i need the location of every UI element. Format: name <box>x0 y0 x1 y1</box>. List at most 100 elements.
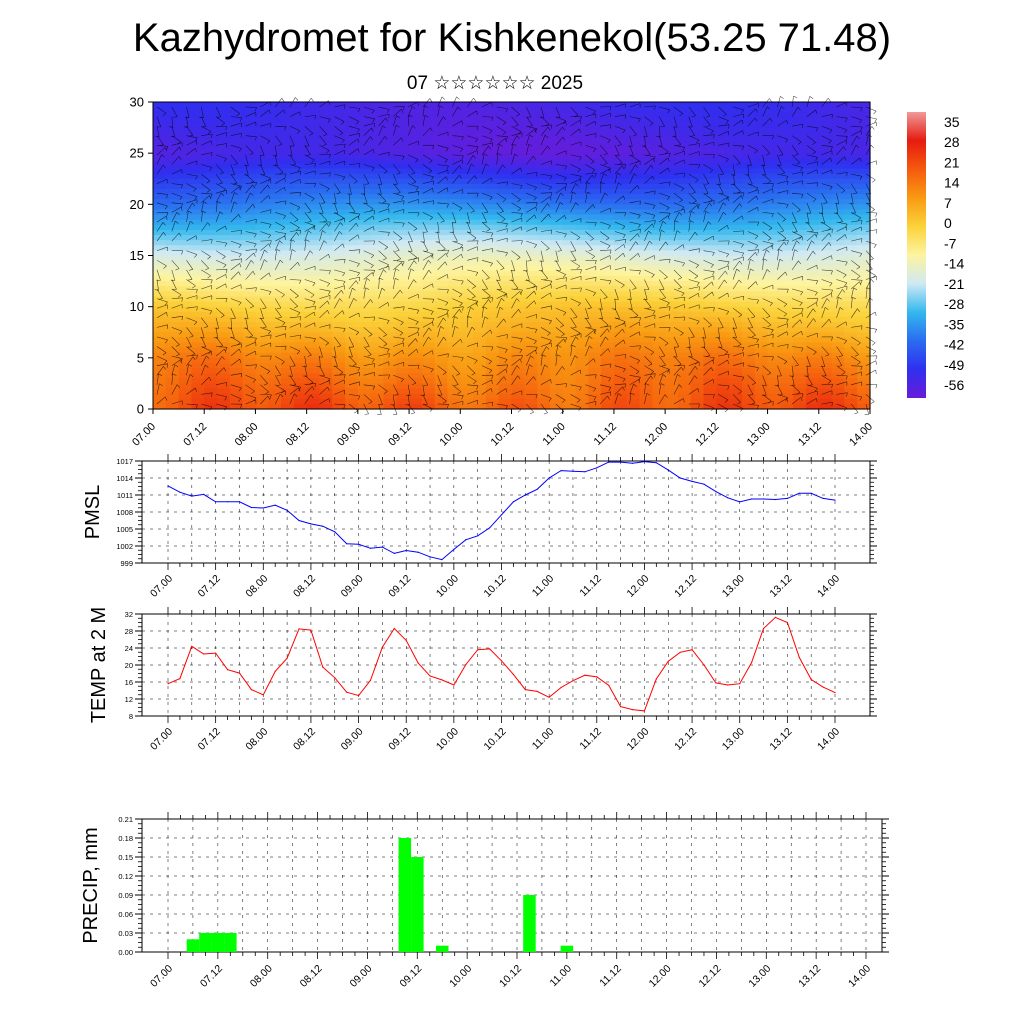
temperature-cell <box>434 250 449 257</box>
temperature-cell <box>844 194 858 200</box>
temperature-cell <box>242 296 257 303</box>
temperature-cell <box>434 270 449 277</box>
temperature-cell <box>613 275 628 282</box>
temperature-cell <box>818 301 833 308</box>
wind-barb-flag <box>491 297 494 302</box>
temperature-cell <box>793 250 807 257</box>
temperature-cell <box>319 265 333 272</box>
temperature-cell <box>268 316 282 323</box>
temperature-cell <box>460 378 474 385</box>
temperature-cell <box>729 393 743 400</box>
temperature-cell <box>805 240 820 246</box>
temperature-cell <box>460 275 474 282</box>
wind-barb <box>230 240 242 246</box>
temperature-cell <box>191 352 205 359</box>
temperature-cell <box>217 378 231 385</box>
temperature-cell <box>204 127 218 134</box>
wind-barb-flag <box>296 227 300 231</box>
temperature-cell <box>485 347 500 354</box>
temperature-cell <box>421 383 436 390</box>
temperature-cell <box>191 362 205 369</box>
wind-barb <box>437 375 442 386</box>
temperature-cell <box>652 219 666 226</box>
temperature-cell <box>421 102 436 108</box>
wind-barb <box>230 336 241 343</box>
temperature-cell <box>562 194 577 200</box>
temperature-cell <box>409 393 423 400</box>
wind-barb-flag <box>509 279 514 281</box>
temperature-cell <box>690 219 705 226</box>
temperature-cell <box>293 178 308 185</box>
wind-barb-flag <box>181 316 183 321</box>
temperature-cell <box>409 132 423 139</box>
wind-barb-flag <box>535 202 538 207</box>
temperature-cell <box>767 398 781 405</box>
temperature-cell <box>857 142 871 149</box>
temperature-cell <box>498 224 513 231</box>
temperature-cell <box>191 388 205 395</box>
wind-barb <box>481 177 492 184</box>
temperature-cell <box>396 163 410 170</box>
temperature-cell <box>204 337 218 344</box>
temperature-cell <box>549 204 564 211</box>
temperature-cell <box>460 255 474 262</box>
temperature-cell <box>306 235 321 241</box>
wind-barb <box>452 306 464 309</box>
temperature-cell <box>281 322 295 328</box>
temperature-cell <box>345 393 359 400</box>
temperature-cell <box>793 102 807 108</box>
wind-barb-flag <box>222 256 226 260</box>
temperature-cell <box>793 194 807 200</box>
temperature-cell <box>793 142 807 149</box>
temperature-cell <box>242 224 257 231</box>
temperature-cell <box>665 255 679 262</box>
wind-barb-flag <box>416 349 419 353</box>
temperature-cell <box>281 316 295 323</box>
temperature-cell <box>703 199 717 205</box>
temperature-cell <box>665 183 679 190</box>
wind-barb-flag <box>358 249 361 254</box>
temperature-cell <box>741 153 756 159</box>
temperature-cell <box>204 224 218 231</box>
temperature-cell <box>677 332 692 338</box>
temperature-cell <box>191 224 205 231</box>
temperature-cell <box>242 352 257 359</box>
temperature-cell <box>639 142 653 149</box>
temperature-cell <box>447 194 461 200</box>
wind-barb <box>230 186 240 194</box>
temperature-cell <box>562 352 577 359</box>
temperature-cell <box>178 352 193 359</box>
temperature-cell <box>805 107 820 113</box>
temperature-cell <box>844 403 858 410</box>
temperature-cell <box>588 342 602 349</box>
temperature-cell <box>767 368 781 374</box>
wind-barb <box>526 125 538 130</box>
temperature-cell <box>857 112 871 118</box>
temperature-cell <box>293 240 308 246</box>
wind-barb <box>511 250 521 258</box>
wind-barb-flag <box>276 374 281 377</box>
temperature-cell <box>805 122 820 129</box>
wind-barb-flag <box>432 322 434 327</box>
temperature-cell <box>434 188 449 195</box>
temperature-cell <box>844 178 858 185</box>
temperature-cell <box>319 281 333 287</box>
temperature-cell <box>588 142 602 149</box>
temperature-cell <box>780 153 794 159</box>
wind-barb-flag <box>353 181 358 184</box>
temperature-cell <box>741 107 756 113</box>
temperature-cell <box>357 107 372 113</box>
temperature-cell <box>268 352 282 359</box>
temperature-cell <box>626 383 641 390</box>
wind-barb <box>289 154 297 165</box>
temperature-cell <box>652 224 666 231</box>
temperature-cell <box>178 403 193 410</box>
wind-barb <box>201 336 207 348</box>
temperature-cell <box>473 403 487 410</box>
temperature-cell <box>178 137 193 144</box>
temperature-cell <box>741 204 756 211</box>
temperature-cell <box>255 245 269 251</box>
temperature-cell <box>588 260 602 267</box>
temperature-cell <box>703 153 717 159</box>
temperature-cell <box>345 153 359 159</box>
